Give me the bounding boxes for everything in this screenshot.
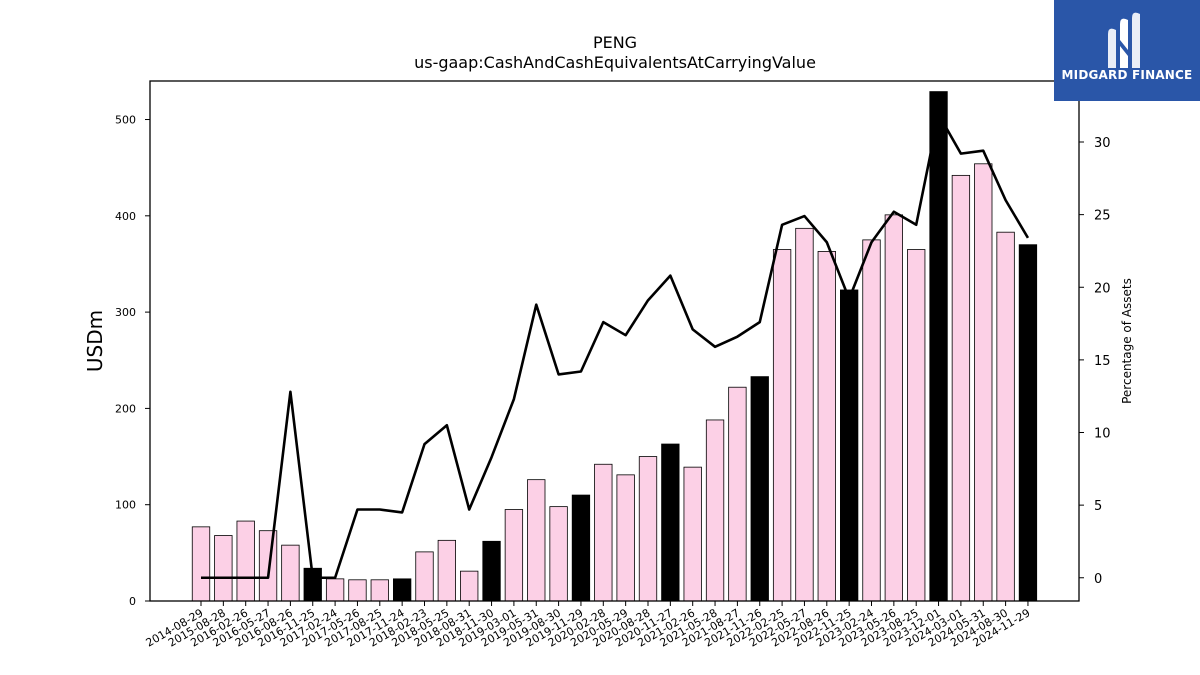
bar-2016-08-26 [281,544,300,602]
percentage-of-assets-line [201,113,1030,580]
bar-2024-11-29 [1018,244,1038,602]
y2-tick-label: 25 [1094,209,1111,224]
bar-2020-05-29 [616,474,635,602]
y2-tick-label: 5 [1094,499,1102,514]
y-axis-left: 0 100 200 300 400 500 [115,114,150,608]
bar-2018-02-23 [415,551,434,602]
y-axis-right: 0 5 10 15 20 25 30 [1079,136,1111,587]
y2-axis-title: Percentage of Assets [1120,278,1134,404]
y2-tick-label: 10 [1094,427,1111,442]
bar-2022-08-26 [817,251,836,602]
y2-tick-label: 30 [1094,136,1111,151]
logo-mark-icon [1108,12,1140,69]
y2-tick-label: 20 [1094,281,1111,296]
bar-2019-03-01 [504,509,524,602]
bar-2023-02-24 [862,239,881,602]
y2-tick-label: 0 [1094,572,1102,587]
bar-2022-02-25 [772,249,792,602]
logo-text: MIDGARD FINANCE [1061,68,1193,82]
bar-2022-11-25 [840,289,859,602]
bar-2017-05-26 [348,579,367,602]
bar-2017-02-24 [325,578,345,602]
bar-2017-08-25 [370,579,389,602]
bar-2019-08-30 [549,506,568,602]
chart-title: PENG [593,33,637,52]
line-series-group [201,113,1030,580]
bar-2024-03-01 [951,174,971,602]
y-tick-label: 500 [115,114,136,127]
bar-2023-08-25 [907,249,926,602]
bar-2024-08-30 [996,231,1015,602]
y2-tick-label: 15 [1094,354,1111,369]
bar-2016-05-27 [258,530,278,602]
bar-2022-05-27 [795,227,814,602]
y-tick-label: 0 [129,595,136,608]
bar-group [191,91,1038,602]
bar-2021-11-26 [750,376,769,602]
bar-2020-08-28 [638,456,658,602]
bar-2014-08-29 [191,526,211,602]
bar-2018-11-30 [482,540,501,602]
bar-2018-08-31 [460,570,479,602]
x-axis: 2014-08-292015-08-282016-02-262016-05-27… [144,601,1032,650]
y-tick-label: 200 [115,402,136,415]
bar-2020-02-28 [594,463,613,602]
bar-2018-05-25 [437,539,457,602]
bar-2019-11-29 [571,494,591,602]
chart-subtitle: us-gaap:CashAndCashEquivalentsAtCarrying… [414,53,816,72]
bar-2020-11-27 [661,443,680,602]
plot-frame [149,80,1080,602]
bar-2021-08-27 [728,386,747,602]
bar-2023-12-01 [929,91,948,602]
y-axis-title: USDm [83,310,107,372]
bar-2015-08-28 [214,535,233,602]
bar-2021-05-28 [705,419,725,602]
bar-2019-05-31 [527,479,546,602]
bar-2023-05-26 [884,214,903,602]
y-tick-label: 300 [115,306,136,319]
bar-2024-05-31 [974,163,993,602]
brand-logo: MIDGARD FINANCE [1054,0,1200,101]
bar-2016-02-26 [236,520,255,602]
bar-2017-11-24 [392,578,412,602]
y-tick-label: 400 [115,210,136,223]
y-tick-label: 100 [115,499,136,512]
bar-2021-02-26 [683,466,702,602]
